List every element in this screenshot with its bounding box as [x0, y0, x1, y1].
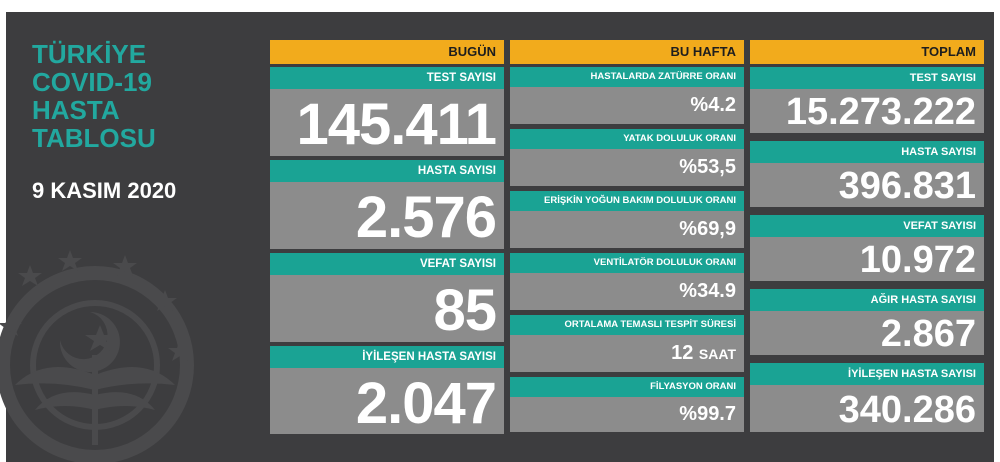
week-bed-label: YATAK DOLULUK ORANI [510, 129, 744, 149]
total-severe-label: AĞIR HASTA SAYISI [750, 289, 984, 311]
ministry-emblem-icon [0, 250, 194, 462]
title-line-2: COVID-19 [32, 67, 152, 97]
week-contact-label: ORTALAMA TEMASLI TESPİT SÜRESİ [510, 315, 744, 335]
week-pneumonia-card: HASTALARDA ZATÜRRE ORANI %4.2 [510, 67, 744, 124]
header-today: BUGÜN [270, 40, 504, 64]
title-line-4: TABLOSU [32, 123, 156, 153]
total-severe-card: AĞIR HASTA SAYISI 2.867 [750, 289, 984, 355]
week-contact-card: ORTALAMA TEMASLI TESPİT SÜRESİ 12 SAAT [510, 315, 744, 372]
total-death-label: VEFAT SAYISI [750, 215, 984, 237]
total-case-value: 396.831 [750, 163, 984, 207]
week-contact-unit: SAAT [698, 346, 736, 362]
dashboard-title: TÜRKİYE COVID-19 HASTA TABLOSU [32, 40, 156, 152]
week-contact-number: 12 [671, 342, 694, 364]
week-icu-label: ERİŞKİN YOĞUN BAKIM DOLULUK ORANI [510, 191, 744, 211]
total-recovered-label: İYİLEŞEN HASTA SAYISI [750, 363, 984, 385]
week-bed-value: %53,5 [510, 149, 744, 186]
total-test-label: TEST SAYISI [750, 67, 984, 89]
today-test-value: 145.411 [270, 89, 504, 157]
week-ventilator-card: VENTİLATÖR DOLULUK ORANI %34.9 [510, 253, 744, 310]
total-recovered-value: 340.286 [750, 385, 984, 432]
today-recovered-label: İYİLEŞEN HASTA SAYISI [270, 346, 504, 368]
today-death-card: VEFAT SAYISI 85 [270, 253, 504, 343]
week-icu-value: %69,9 [510, 211, 744, 248]
today-case-value: 2.576 [270, 182, 504, 250]
week-ventilator-label: VENTİLATÖR DOLULUK ORANI [510, 253, 744, 273]
header-week: BU HAFTA [510, 40, 744, 64]
title-line-1: TÜRKİYE [32, 39, 147, 69]
today-test-card: TEST SAYISI 145.411 [270, 67, 504, 157]
week-ventilator-value: %34.9 [510, 273, 744, 310]
header-total: TOPLAM [750, 40, 984, 64]
total-case-label: HASTA SAYISI [750, 141, 984, 163]
today-death-label: VEFAT SAYISI [270, 253, 504, 275]
total-severe-value: 2.867 [750, 311, 984, 355]
total-recovered-card: İYİLEŞEN HASTA SAYISI 340.286 [750, 363, 984, 432]
today-case-card: HASTA SAYISI 2.576 [270, 160, 504, 250]
week-filiation-card: FİLYASYON ORANI %99.7 [510, 377, 744, 432]
week-contact-value: 12 SAAT [510, 335, 744, 372]
today-test-label: TEST SAYISI [270, 67, 504, 89]
today-recovered-card: İYİLEŞEN HASTA SAYISI 2.047 [270, 346, 504, 436]
title-line-3: HASTA [32, 95, 120, 125]
today-death-value: 85 [270, 275, 504, 343]
week-bed-card: YATAK DOLULUK ORANI %53,5 [510, 129, 744, 186]
week-filiation-value: %99.7 [510, 397, 744, 432]
total-death-value: 10.972 [750, 237, 984, 281]
week-pneumonia-value: %4.2 [510, 87, 744, 124]
week-icu-card: ERİŞKİN YOĞUN BAKIM DOLULUK ORANI %69,9 [510, 191, 744, 248]
total-test-value: 15.273.222 [750, 89, 984, 133]
report-date: 9 KASIM 2020 [32, 178, 177, 203]
total-case-card: HASTA SAYISI 396.831 [750, 141, 984, 207]
today-case-label: HASTA SAYISI [270, 160, 504, 182]
total-death-card: VEFAT SAYISI 10.972 [750, 215, 984, 281]
week-filiation-label: FİLYASYON ORANI [510, 377, 744, 397]
week-pneumonia-label: HASTALARDA ZATÜRRE ORANI [510, 67, 744, 87]
total-test-card: TEST SAYISI 15.273.222 [750, 67, 984, 133]
today-recovered-value: 2.047 [270, 368, 504, 436]
